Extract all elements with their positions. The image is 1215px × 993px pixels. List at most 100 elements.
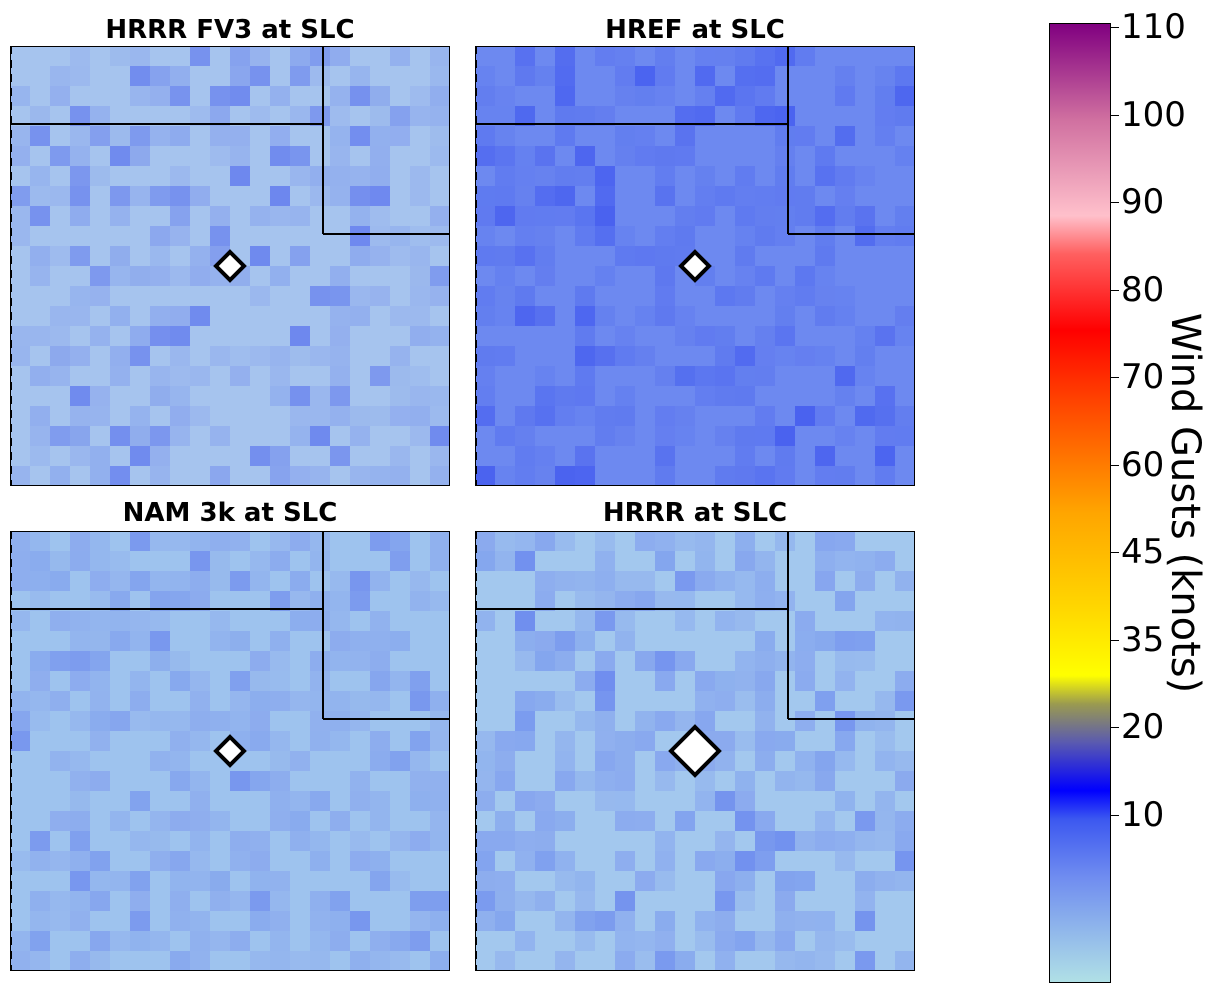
field-cell [250, 871, 270, 891]
field-cell [170, 871, 190, 891]
field-cell [495, 731, 515, 751]
field-cell [895, 206, 915, 226]
field-cell [815, 751, 835, 771]
field-cell [110, 631, 130, 651]
field-cell [775, 426, 795, 446]
field-cell [595, 426, 615, 446]
field-cell [50, 426, 70, 446]
field-cell [755, 366, 775, 386]
field-cell [190, 731, 210, 751]
field-cell [535, 226, 555, 246]
field-cell [775, 126, 795, 146]
field-cell [735, 346, 755, 366]
field-cell [795, 346, 815, 366]
field-cell [655, 851, 675, 871]
field-cell [575, 226, 595, 246]
field-cell [575, 306, 595, 326]
field-cell [555, 386, 575, 406]
field-cell [330, 266, 350, 286]
field-cell [150, 126, 170, 146]
field-cell [535, 246, 555, 266]
field-cell [230, 346, 250, 366]
field-cell [515, 466, 535, 486]
field-cell [150, 631, 170, 651]
field-cell [695, 66, 715, 86]
field-cell [250, 731, 270, 751]
colorbar-tick-label: 70 [1121, 360, 1164, 394]
field-cell [410, 671, 430, 691]
field-cell [70, 811, 90, 831]
field-cell [230, 831, 250, 851]
field-cell [130, 711, 150, 731]
field-cell [595, 266, 615, 286]
field-cell [270, 266, 290, 286]
colorbar-tick-mark [1111, 465, 1119, 466]
field-cell [615, 771, 635, 791]
field-cell [835, 931, 855, 951]
field-cell [515, 651, 535, 671]
field-cell [675, 571, 695, 591]
field-cell [150, 306, 170, 326]
field-cell [190, 871, 210, 891]
field-cell [290, 406, 310, 426]
field-cell [575, 166, 595, 186]
field-cell [90, 871, 110, 891]
wind-gust-colorbar [1049, 23, 1111, 983]
field-cell [815, 551, 835, 571]
field-cell [270, 366, 290, 386]
field-cell [655, 871, 675, 891]
field-cell [90, 166, 110, 186]
field-cell [190, 711, 210, 731]
field-cell [390, 246, 410, 266]
field-cell [90, 731, 110, 751]
field-cell [370, 366, 390, 386]
field-cell [855, 651, 875, 671]
field-cell [595, 186, 615, 206]
field-cell [230, 771, 250, 791]
field-cell [615, 86, 635, 106]
field-cell [330, 186, 350, 206]
field-cell [130, 346, 150, 366]
field-cell [675, 366, 695, 386]
field-cell [390, 931, 410, 951]
field-cell [30, 206, 50, 226]
field-cell [250, 46, 270, 66]
field-cell [635, 246, 655, 266]
field-cell [310, 551, 330, 571]
field-cell [290, 466, 310, 486]
field-cell [535, 186, 555, 206]
field-cell [855, 711, 875, 731]
field-cell [410, 751, 430, 771]
field-cell [875, 326, 895, 346]
field-cell [795, 46, 815, 66]
field-cell [30, 911, 50, 931]
field-cell [330, 811, 350, 831]
field-cell [430, 46, 450, 66]
field-cell [575, 386, 595, 406]
field-cell [775, 46, 795, 66]
field-cell [715, 426, 735, 446]
field-cell [495, 266, 515, 286]
field-cell [875, 226, 895, 246]
field-cell [555, 531, 575, 551]
field-cell [70, 651, 90, 671]
field-cell [715, 891, 735, 911]
field-cell [270, 951, 290, 971]
field-cell [250, 66, 270, 86]
field-cell [350, 246, 370, 266]
field-cell [110, 346, 130, 366]
field-cell [350, 226, 370, 246]
field-cell [495, 146, 515, 166]
field-cell [390, 466, 410, 486]
field-cell [410, 266, 430, 286]
field-cell [515, 46, 535, 66]
field-cell [695, 186, 715, 206]
field-cell [475, 186, 495, 206]
field-cell [90, 851, 110, 871]
field-cell [735, 811, 755, 831]
field-cell [210, 86, 230, 106]
field-cell [310, 46, 330, 66]
field-cell [430, 66, 450, 86]
field-cell [535, 366, 555, 386]
field-cell [110, 871, 130, 891]
